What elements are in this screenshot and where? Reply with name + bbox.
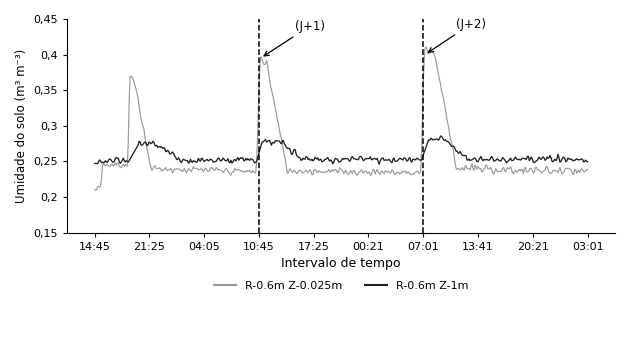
Text: (J+2): (J+2) xyxy=(428,18,486,52)
X-axis label: Intervalo de tempo: Intervalo de tempo xyxy=(282,257,401,270)
Legend: R-0.6m Z-0.025m, R-0.6m Z-1m: R-0.6m Z-0.025m, R-0.6m Z-1m xyxy=(210,276,472,295)
Y-axis label: Umidade do solo (m³ m⁻³): Umidade do solo (m³ m⁻³) xyxy=(15,48,28,203)
Text: (J+1): (J+1) xyxy=(264,20,324,56)
